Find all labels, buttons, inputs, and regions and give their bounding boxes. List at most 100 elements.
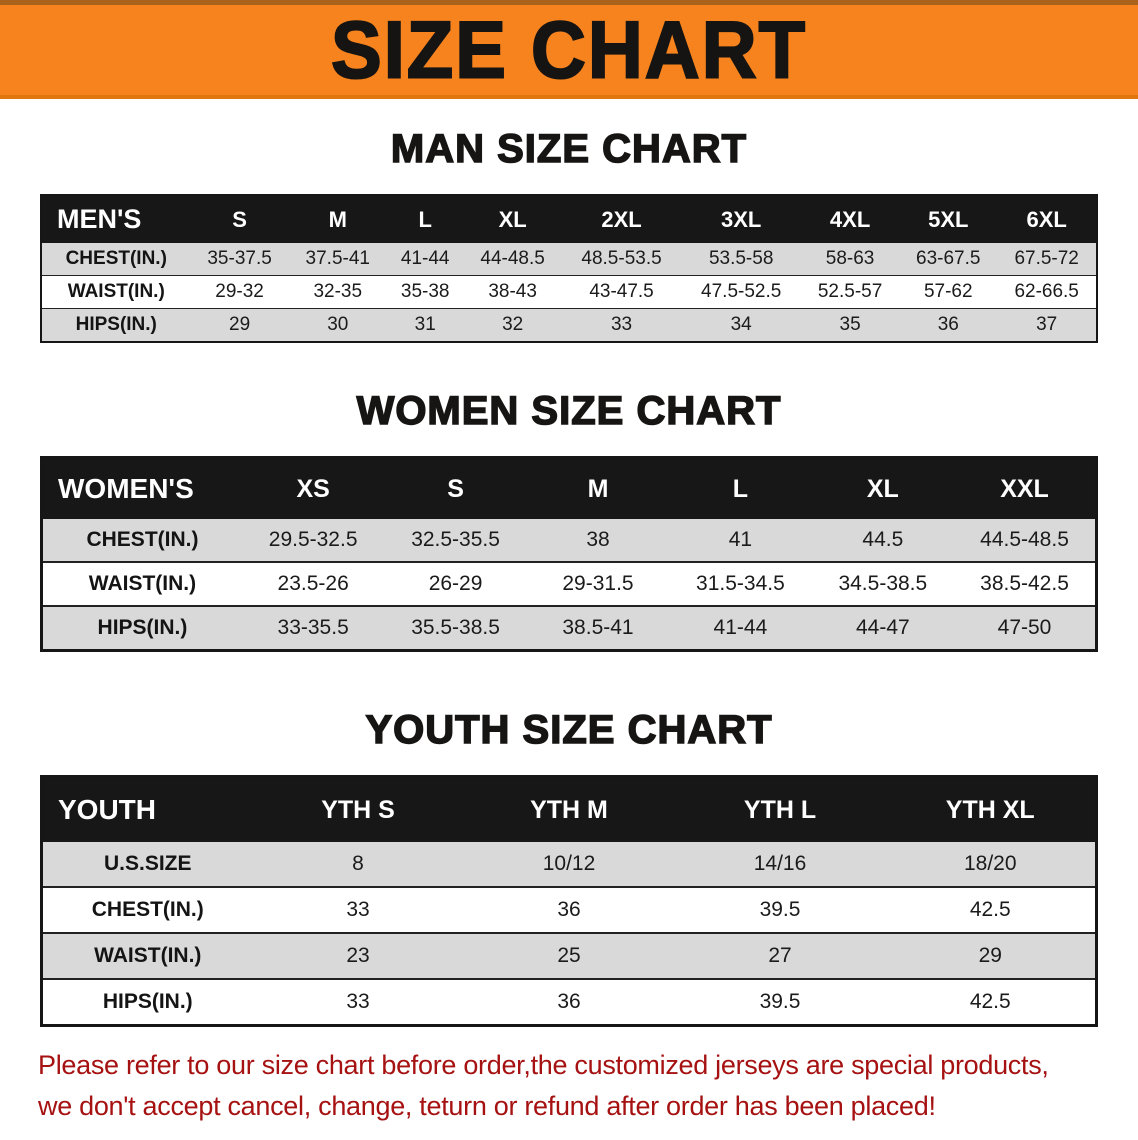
size-value-cell: 36 [557, 990, 581, 1013]
size-value-cell: 57-62 [923, 281, 973, 302]
size-column-header: M [587, 474, 609, 503]
size-value-cell: 52.5-57 [817, 281, 883, 302]
size-value-cell: 33 [346, 898, 370, 921]
size-value-cell: 29-31.5 [562, 572, 634, 595]
table-title-cell: WOMEN'S [58, 473, 194, 504]
table-body: U.S.SIZE 8 10/12 14/16 18/20 CHEST(IN.) 33 36 39… [41, 842, 1097, 1026]
table-head: MEN'S S M L XL 2XL 3XL 4XL 5XL 6XL [41, 195, 1097, 243]
measurement-row: HIPS(IN.) 33 36 39.5 42.5 [41, 979, 1097, 1026]
size-value-cell: 63-67.5 [916, 248, 981, 269]
size-value-cell: 44-48.5 [480, 248, 545, 269]
size-value-cell: 41-44 [713, 616, 768, 639]
row-label: CHEST(IN.) [65, 248, 167, 269]
size-value-cell: 38-43 [488, 281, 537, 302]
size-value-cell: 39.5 [759, 990, 801, 1013]
table-head: YOUTH YTH S YTH M YTH L YTH XL [41, 776, 1097, 842]
size-value-cell: 47.5-52.5 [701, 281, 782, 302]
size-column-header: XL [498, 206, 527, 232]
size-column-header: 4XL [829, 206, 871, 232]
size-value-cell: 23.5-26 [277, 572, 349, 595]
row-label: HIPS(IN.) [97, 616, 188, 639]
size-value-cell: 42.5 [969, 990, 1011, 1013]
size-column-header: 2XL [601, 206, 642, 232]
row-label: WAIST(IN.) [88, 572, 197, 595]
size-value-cell: 34 [730, 314, 752, 335]
size-column-header: 5XL [928, 206, 969, 232]
size-value-cell: 39.5 [759, 898, 801, 921]
youth-size-section: YOUTH SIZE CHART YOUTH YTH S YTH M YTH L YTH… [0, 707, 1138, 1027]
measurement-row: WAIST(IN.) 23 25 27 29 [41, 933, 1097, 979]
row-label: HIPS(IN.) [102, 990, 193, 1013]
women-size-section: WOMEN SIZE CHART WOMEN'S XS S M L XL XXL CHEST(… [0, 388, 1138, 652]
size-value-cell: 10/12 [542, 852, 596, 875]
women-size-table: WOMEN'S XS S M L XL XXL CHEST(IN.) 29.5-32.5 32.5… [40, 456, 1098, 652]
size-value-cell: 62-66.5 [1014, 281, 1079, 302]
size-value-cell: 37.5-41 [305, 248, 370, 269]
size-value-cell: 35-37.5 [207, 248, 272, 269]
size-value-cell: 31 [414, 314, 436, 335]
size-value-cell: 41 [728, 528, 753, 551]
disclaimer-line-2: we don't accept cancel, change, teturn o… [38, 1090, 936, 1121]
size-column-header: S [232, 206, 247, 232]
row-label: WAIST(IN.) [94, 944, 202, 967]
size-column-header: L [732, 474, 749, 503]
table-title-cell: MEN'S [57, 204, 142, 234]
table-head: WOMEN'S XS S M L XL XXL [41, 457, 1097, 519]
men-size-section: MAN SIZE CHART MEN'S S M L XL 2XL 3XL 4XL 5XL 6XL… [0, 126, 1138, 343]
size-value-cell: 36 [557, 898, 581, 921]
size-value-cell: 32 [502, 314, 524, 335]
size-value-cell: 44.5 [862, 528, 904, 551]
youth-size-table: YOUTH YTH S YTH M YTH L YTH XL U.S.SIZE 8 10/12… [40, 775, 1098, 1027]
size-value-cell: 30 [327, 314, 349, 335]
size-column-header: L [418, 206, 432, 232]
size-column-header: XL [866, 474, 899, 503]
measurement-row: HIPS(IN.) 29 30 31 32 33 34 35 36 37 [41, 308, 1097, 342]
size-value-cell: 33-35.5 [277, 616, 349, 639]
size-value-cell: 38.5-41 [562, 616, 634, 639]
women-section-heading: WOMEN SIZE CHART [356, 388, 782, 434]
table-title-cell: YOUTH [58, 794, 156, 825]
row-label: HIPS(IN.) [75, 314, 157, 335]
men-section-heading: MAN SIZE CHART [390, 126, 748, 172]
title-banner: SIZE CHART [0, 0, 1138, 99]
size-value-cell: 29 [229, 314, 251, 335]
size-column-header: YTH L [743, 795, 817, 824]
size-column-header: 6XL [1026, 206, 1067, 232]
size-value-cell: 23 [346, 944, 370, 967]
size-value-cell: 32.5-35.5 [411, 528, 500, 551]
page-title: SIZE CHART [330, 4, 807, 96]
size-column-header: 3XL [721, 206, 762, 232]
disclaimer-note: Please refer to our size chart before or… [0, 1027, 1138, 1140]
table-body: CHEST(IN.) 35-37.5 37.5-41 41-44 44-48.5 48.5… [41, 243, 1097, 342]
table-body: CHEST(IN.) 29.5-32.5 32.5-35.5 38 41 44.5 44.5… [41, 519, 1097, 651]
size-column-header: XXL [1000, 474, 1049, 503]
size-value-cell: 29.5-32.5 [268, 528, 358, 551]
size-value-cell: 38.5-42.5 [980, 572, 1069, 595]
size-value-cell: 35 [839, 314, 861, 335]
size-column-header: YTH S [321, 795, 395, 824]
size-column-header: S [447, 474, 464, 503]
disclaimer-line-1: Please refer to our size chart before or… [38, 1050, 1049, 1080]
size-value-cell: 37 [1036, 314, 1058, 335]
row-label: WAIST(IN.) [67, 281, 165, 302]
size-value-cell: 25 [557, 944, 581, 967]
size-value-cell: 48.5-53.5 [581, 248, 662, 269]
size-value-cell: 32-35 [313, 281, 363, 302]
size-value-cell: 29 [978, 944, 1002, 967]
size-value-cell: 36 [937, 314, 959, 335]
measurement-row: WAIST(IN.) 23.5-26 26-29 29-31.5 31.5-34.5 34… [41, 562, 1097, 606]
size-column-header: XS [296, 474, 330, 503]
size-value-cell: 18/20 [963, 852, 1017, 875]
measurement-row: U.S.SIZE 8 10/12 14/16 18/20 [41, 842, 1097, 887]
size-value-cell: 41-44 [400, 248, 450, 269]
size-value-cell: 29-32 [215, 281, 264, 302]
youth-section-heading: YOUTH SIZE CHART [365, 707, 773, 753]
measurement-row: CHEST(IN.) 33 36 39.5 42.5 [41, 887, 1097, 933]
size-value-cell: 42.5 [969, 898, 1011, 921]
table-header-row: YOUTH YTH S YTH M YTH L YTH XL [41, 776, 1097, 842]
row-label: CHEST(IN.) [91, 898, 204, 921]
measurement-row: HIPS(IN.) 33-35.5 35.5-38.5 38.5-41 41-44 44-… [41, 606, 1097, 651]
size-column-header: YTH M [530, 795, 608, 824]
size-value-cell: 38 [586, 528, 610, 551]
men-size-table: MEN'S S M L XL 2XL 3XL 4XL 5XL 6XL CHEST(IN.) 35-37… [40, 194, 1098, 343]
